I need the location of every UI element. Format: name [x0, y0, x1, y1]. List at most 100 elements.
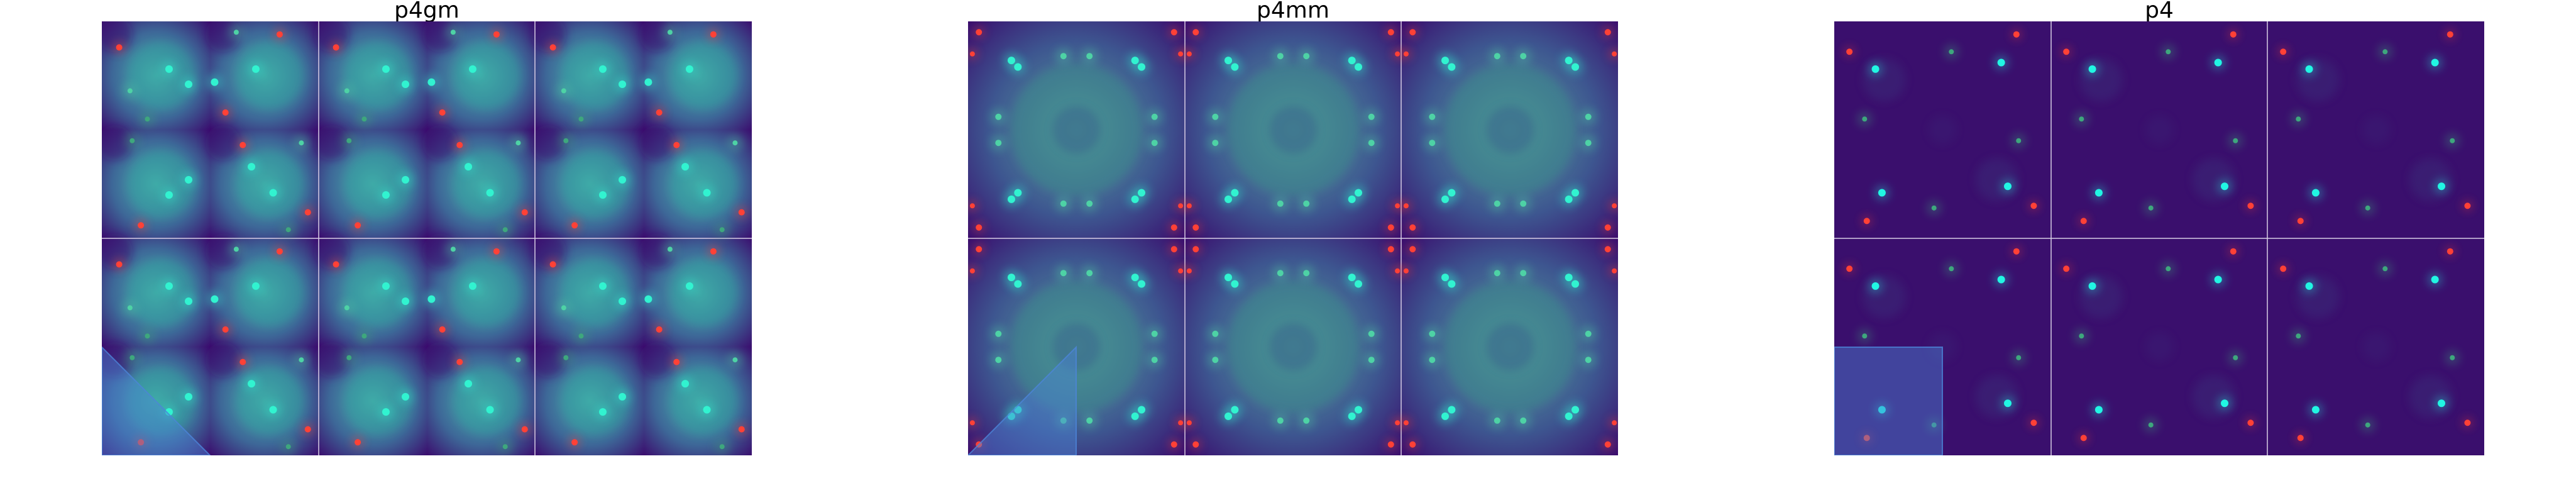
p4-soft-patch: [2145, 116, 2174, 144]
p4-faint-point: [2016, 355, 2022, 360]
p4gm-bright-point: [598, 282, 607, 290]
p4mm-mid-point: [1429, 113, 1436, 120]
p4gm-bright-point: [703, 189, 711, 197]
p4gm-red-point: [738, 426, 745, 433]
p4gm-faint-point: [563, 138, 569, 143]
p4-bright-point: [2431, 275, 2439, 284]
p4gm-faint-point: [129, 138, 135, 143]
panel-p4gm: p4gm: [102, 0, 752, 483]
p4mm-mid-point: [1086, 200, 1093, 207]
p4gm-soft-background-patch: [127, 367, 195, 435]
p4-red-point: [2013, 31, 2020, 38]
p4gm-dark-corner-patch: [639, 342, 675, 378]
p4-bright-point: [2214, 58, 2222, 67]
p4-bright-point: [2221, 182, 2228, 191]
p4gm-bright-point: [185, 175, 192, 184]
p4mm-mid-point: [1520, 270, 1527, 277]
p4-soft-patch: [1929, 116, 1957, 144]
p4mm-red-point: [1170, 29, 1177, 36]
p4mm-red-point: [1409, 224, 1416, 231]
p4gm-bright-point: [468, 282, 476, 290]
p4mm-mid-point: [1429, 330, 1436, 337]
p4mm-mid-point: [1212, 357, 1219, 364]
p4mm-mid-point: [1368, 357, 1375, 364]
p4gm-mid-point: [450, 247, 456, 252]
p4-red-point: [2447, 31, 2453, 38]
p4mm-red-point: [1387, 246, 1394, 253]
p4gm-faint-point: [129, 355, 135, 360]
p4gm-bright-point: [685, 282, 693, 290]
p4-faint-point: [2166, 49, 2171, 55]
p4-red-point: [2447, 248, 2453, 255]
p4-soft-patch: [2145, 333, 2174, 361]
p4gm-mid-point: [732, 357, 738, 363]
p4mm-mid-point: [1494, 200, 1500, 207]
p4mm-red-point: [969, 51, 975, 57]
p4-red-point: [2080, 218, 2087, 225]
p4gm-bright-point: [486, 189, 494, 197]
p4gm-bright-point: [598, 408, 607, 416]
p4gm-faint-point: [719, 227, 725, 233]
p4mm-red-point: [1387, 224, 1394, 231]
p4gm-red-point: [355, 439, 361, 446]
p4gm-bright-point: [185, 297, 192, 306]
p4mm-mid-point: [1303, 53, 1310, 60]
p4gm-mid-point: [732, 140, 738, 146]
p4mm-red-point: [1612, 268, 1617, 274]
p4-bright-point: [1997, 275, 2005, 284]
p4gm-bright-point: [681, 163, 690, 171]
p4mm-red-point: [1170, 441, 1177, 448]
p4gm-dark-corner-patch: [314, 342, 350, 378]
p4gm-soft-background-patch: [453, 258, 521, 327]
p4-faint-point: [1931, 422, 1937, 428]
p4mm-mid-point: [1520, 417, 1527, 424]
p4mm-red-point: [1178, 420, 1184, 426]
p4-bright-point: [2094, 189, 2103, 197]
p4-faint-point: [2233, 355, 2238, 360]
p4gm-soft-background-patch: [561, 367, 629, 435]
p4gm-bright-point: [427, 78, 436, 86]
p4mm-red-point: [1186, 268, 1192, 274]
p4mm-red-point: [969, 268, 975, 274]
p4gm-soft-background-patch: [344, 367, 412, 435]
p4mm-bright-point: [1448, 189, 1456, 197]
p4-bright-point: [2004, 399, 2012, 408]
p4mm-bright-point: [1571, 63, 1579, 71]
p4gm-soft-background-patch: [669, 258, 738, 327]
p4-soft-patch: [2409, 375, 2452, 418]
p4gm-soft-background-patch: [127, 150, 195, 218]
p4-faint-point: [2450, 138, 2455, 143]
p4gm-bright-point: [598, 65, 607, 73]
p4mm-red-point: [1604, 441, 1611, 448]
p4mm-mid-point: [995, 140, 1002, 147]
p4-bright-point: [2221, 399, 2228, 408]
p4mm-mid-point: [1277, 417, 1284, 424]
p4gm-red-point: [521, 209, 528, 216]
p4gm-bright-point: [382, 191, 390, 199]
p4mm-mid-point: [995, 330, 1002, 337]
p4gm-tiling-svg: [102, 21, 752, 455]
p4mm-mid-point: [1368, 330, 1375, 337]
p4mm-bright-point: [1355, 189, 1362, 197]
p4gm-bright-point: [644, 78, 652, 86]
p4mm-red-point: [976, 29, 983, 36]
p4gm-red-point: [333, 44, 339, 51]
p4-bright-point: [2214, 275, 2222, 284]
p4gm-bright-point: [402, 392, 409, 401]
p4mm-mid-point: [1429, 140, 1436, 147]
p4gm-dark-corner-patch: [206, 342, 241, 378]
p4gm-red-point: [493, 248, 500, 255]
p4mm-red-point: [1395, 203, 1401, 209]
p4gm-red-point: [710, 31, 717, 38]
p4gm-faint-point: [578, 333, 584, 339]
p4-bright-point: [2305, 282, 2313, 290]
p4mm-red-point: [1403, 203, 1409, 209]
p4gm-red-point: [355, 222, 361, 229]
p4mm-red-point: [1395, 268, 1401, 274]
p4mm-red-point: [1409, 29, 1416, 36]
p4mm-red-point: [1409, 441, 1416, 448]
p4gm-bright-point: [681, 380, 690, 388]
p4mm-bright-point: [1138, 63, 1145, 71]
p4mm-mid-point: [1151, 113, 1158, 120]
p4gm-bright-point: [465, 163, 473, 171]
